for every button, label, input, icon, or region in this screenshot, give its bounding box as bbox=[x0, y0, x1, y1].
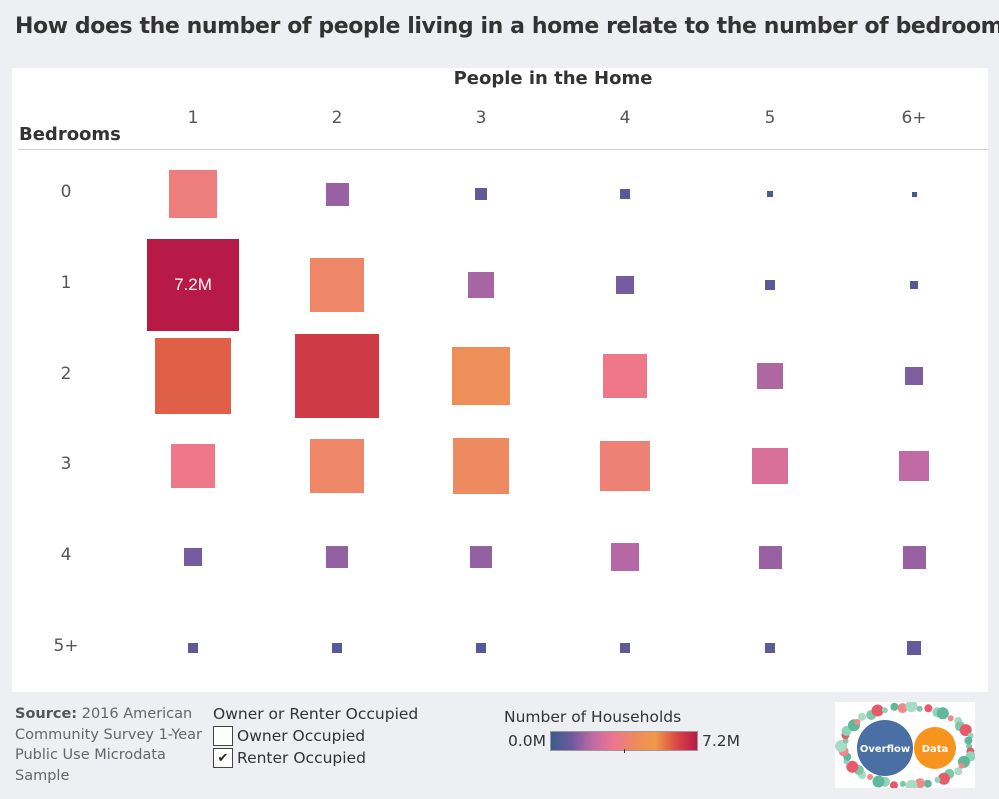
color-legend-max: 7.2M bbox=[702, 732, 741, 750]
row-header-1: 1 bbox=[60, 273, 72, 293]
heatmap-cell-r5+-c2[interactable] bbox=[332, 643, 342, 653]
heatmap-cell-r5+-c4[interactable] bbox=[619, 642, 631, 654]
logo-dot bbox=[916, 705, 923, 712]
color-legend-min: 0.0M bbox=[508, 732, 547, 750]
logo-dot bbox=[915, 778, 925, 789]
row-header-4: 4 bbox=[60, 545, 72, 565]
heatmap-cell-r0-c2[interactable] bbox=[325, 182, 349, 206]
heatmap-cell-r2-c4[interactable] bbox=[602, 353, 648, 399]
heatmap-cell-r3-c6+[interactable] bbox=[899, 451, 929, 481]
filter-owner-occupied[interactable]: Owner Occupied bbox=[213, 725, 365, 747]
logo-right-text: Data bbox=[922, 744, 949, 755]
logo-dot bbox=[924, 704, 933, 713]
filter-label-owner: Owner Occupied bbox=[237, 727, 366, 745]
column-header-2: 2 bbox=[331, 108, 343, 128]
heatmap-cell-r0-c1[interactable] bbox=[169, 170, 217, 218]
logo-dot bbox=[936, 707, 949, 720]
logo-left-circle bbox=[857, 720, 913, 776]
color-legend-gradient bbox=[550, 731, 698, 751]
heatmap-cell-r0-c5[interactable] bbox=[767, 191, 773, 197]
heatmap-cell-r1-c1[interactable]: 7.2M bbox=[147, 239, 239, 331]
heatmap-cell-r1-c5[interactable] bbox=[764, 279, 776, 291]
renter-occupied-checkbox[interactable]: ✔ bbox=[213, 748, 233, 768]
heatmap-cell-r1-c4[interactable] bbox=[616, 276, 634, 294]
heatmap-cell-r5+-c6+[interactable] bbox=[907, 641, 921, 655]
column-header-3: 3 bbox=[475, 108, 487, 128]
logo-dot bbox=[923, 779, 932, 788]
heatmap-cell-r3-c3[interactable] bbox=[453, 438, 509, 494]
column-header-4: 4 bbox=[619, 108, 631, 128]
page-title: How does the number of people living in … bbox=[15, 14, 999, 39]
heatmap-cell-r0-c4[interactable] bbox=[620, 189, 630, 199]
heatmap-cell-r3-c5[interactable] bbox=[751, 447, 789, 485]
logo-dot bbox=[890, 781, 898, 790]
heatmap-cell-r5+-c1[interactable] bbox=[187, 642, 199, 654]
logo-dot bbox=[890, 702, 899, 711]
source-note: Source: 2016 American Community Survey 1… bbox=[15, 704, 205, 786]
row-header-5-plus: 5+ bbox=[53, 636, 79, 656]
logo-dot bbox=[897, 703, 908, 714]
filter-title: Owner or Renter Occupied bbox=[213, 705, 419, 723]
heatmap-cell-r0-c3[interactable] bbox=[475, 188, 487, 200]
logo-dot bbox=[872, 775, 885, 788]
logo-graphic: Overflow Data bbox=[835, 700, 976, 792]
column-header-6-plus: 6+ bbox=[901, 108, 927, 128]
logo-dot bbox=[954, 767, 963, 776]
logo-left-text: Overflow bbox=[860, 744, 910, 755]
heatmap-cell-r3-c2[interactable] bbox=[310, 439, 364, 493]
logo-dot bbox=[842, 737, 849, 744]
heatmap-cell-r5+-c3[interactable] bbox=[476, 643, 486, 653]
logo-dot bbox=[858, 712, 866, 721]
heatmap-cell-r1-c3[interactable] bbox=[468, 272, 494, 298]
logo-dot bbox=[881, 707, 888, 714]
heatmap-cell-r4-c4[interactable] bbox=[611, 543, 639, 571]
heatmap-cell-r4-c5[interactable] bbox=[758, 545, 782, 569]
y-axis-title: Bedrooms bbox=[19, 124, 121, 145]
heatmap-cell-r2-c2[interactable] bbox=[295, 334, 379, 418]
logo-dot bbox=[958, 762, 965, 769]
heatmap-cell-r5+-c5[interactable] bbox=[764, 642, 776, 654]
color-legend-title: Number of Households bbox=[504, 708, 682, 726]
heatmap-cell-r1-c2[interactable] bbox=[310, 258, 364, 312]
column-header-5: 5 bbox=[764, 108, 776, 128]
logo-right-circle bbox=[914, 727, 956, 769]
row-header-0: 0 bbox=[60, 182, 72, 202]
logo: Overflow Data bbox=[835, 700, 976, 792]
heatmap-cell-r2-c6+[interactable] bbox=[904, 366, 924, 386]
heatmap-cell-r0-c6+[interactable] bbox=[911, 191, 917, 197]
heatmap-cell-r4-c1[interactable] bbox=[184, 548, 202, 566]
heatmap-cell-r4-c3[interactable] bbox=[470, 546, 492, 568]
logo-dot bbox=[899, 780, 906, 787]
heatmap-cell-r2-c5[interactable] bbox=[756, 362, 784, 390]
header-divider bbox=[18, 149, 988, 150]
row-header-3: 3 bbox=[60, 454, 72, 474]
column-header-1: 1 bbox=[187, 108, 199, 128]
logo-dot bbox=[937, 772, 950, 785]
heatmap-cell-r3-c4[interactable] bbox=[600, 441, 650, 491]
heatmap-cell-r2-c3[interactable] bbox=[451, 346, 511, 406]
logo-dot bbox=[854, 719, 861, 725]
logo-dot bbox=[934, 776, 941, 783]
logo-dot bbox=[947, 715, 954, 722]
owner-occupied-checkbox[interactable] bbox=[213, 726, 233, 746]
heatmap-cell-r4-c2[interactable] bbox=[326, 546, 348, 568]
heatmap-cell-r3-c1[interactable] bbox=[170, 443, 216, 489]
row-header-2: 2 bbox=[60, 364, 72, 384]
filter-renter-occupied[interactable]: ✔ Renter Occupied bbox=[213, 747, 366, 769]
logo-dot bbox=[871, 704, 884, 717]
logo-dot bbox=[964, 736, 973, 745]
logo-dot bbox=[846, 760, 859, 773]
logo-dot bbox=[959, 724, 972, 737]
heatmap-cell-r1-c6+[interactable] bbox=[910, 281, 918, 289]
color-legend-tick bbox=[624, 749, 625, 753]
logo-dot bbox=[905, 700, 918, 713]
data-label: 7.2M bbox=[174, 275, 212, 294]
filter-label-renter: Renter Occupied bbox=[237, 749, 366, 767]
heatmap-cell-r4-c6+[interactable] bbox=[902, 545, 926, 569]
logo-dot bbox=[867, 774, 874, 780]
source-prefix: Source: bbox=[15, 706, 78, 722]
source-text: 2016 American Community Survey 1-Year Pu… bbox=[15, 706, 203, 784]
heatmap-cell-r2-c1[interactable] bbox=[154, 337, 232, 415]
